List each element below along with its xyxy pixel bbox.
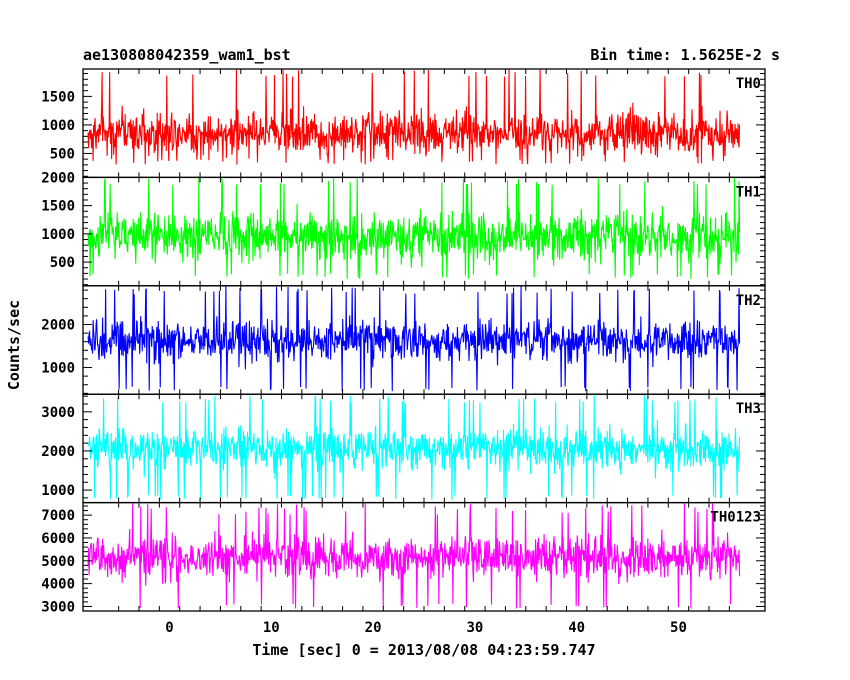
y-tick-label-th0123: 3000 [41,599,75,615]
series-th1-line [87,177,741,279]
panel-label-th2: TH2 [736,293,761,309]
y-tick-label-th1: 2000 [41,170,75,186]
y-tick-label-th0123: 7000 [41,508,75,524]
panel-th0123: 3000 4000 5000 6000 7000 TH0123 [41,501,766,615]
y-axis-label: Counts/sec [5,300,23,390]
x-tick-label: 10 [263,620,280,636]
y-tick-label-th3: 2000 [41,444,75,460]
y-tick-label-th2: 2000 [41,318,75,334]
panels-group: 500 1000 1500 TH0 500 1000 1500 2000 TH1 1000 2000… [41,68,766,615]
series-th0-line [87,69,741,165]
panel-label-th3: TH3 [736,401,761,417]
x-axis-label: Time [sec] 0 = 2013/08/08 04:23:59.747 [252,641,595,659]
x-tick-label: 40 [568,620,585,636]
y-tick-label-th0123: 5000 [41,554,75,570]
panel-th1: 500 1000 1500 2000 TH1 [41,170,766,287]
panel-th2: 1000 2000 TH2 [41,285,766,395]
series-th3-line [87,394,741,500]
x-tick-label: 30 [466,620,483,636]
chart-title-right: Bin time: 1.5625E-2 s [590,46,780,64]
panel-th0: 500 1000 1500 TH0 [41,68,766,179]
y-tick-label-th1: 1000 [41,227,75,243]
y-tick-label-th1: 500 [50,255,75,271]
y-tick-label-th1: 1500 [41,199,75,215]
panel-th3: 1000 2000 3000 TH3 [41,393,766,504]
panel-label-th0123: TH0123 [710,510,761,526]
panel-frame [82,68,766,179]
y-tick-label-th0: 1500 [41,89,75,105]
y-tick-label-th3: 1000 [41,483,75,499]
y-tick-label-th3: 3000 [41,405,75,421]
panel-label-th0: TH0 [736,76,761,92]
y-tick-label-th2: 1000 [41,361,75,377]
series-th0123-line [87,502,741,609]
x-axis: 0 10 20 30 40 50 [165,620,687,636]
panel-label-th1: TH1 [736,184,761,200]
series-th2-line [87,285,741,392]
y-tick-label-th0123: 6000 [41,531,75,547]
x-tick-label: 50 [670,620,687,636]
x-tick-label: 0 [165,620,173,636]
y-tick-label-th0: 1000 [41,118,75,134]
y-tick-label-th0123: 4000 [41,577,75,593]
chart-title-left: ae130808042359_wam1_bst [83,46,291,64]
x-tick-label: 20 [365,620,382,636]
y-tick-label-th0: 500 [50,146,75,162]
